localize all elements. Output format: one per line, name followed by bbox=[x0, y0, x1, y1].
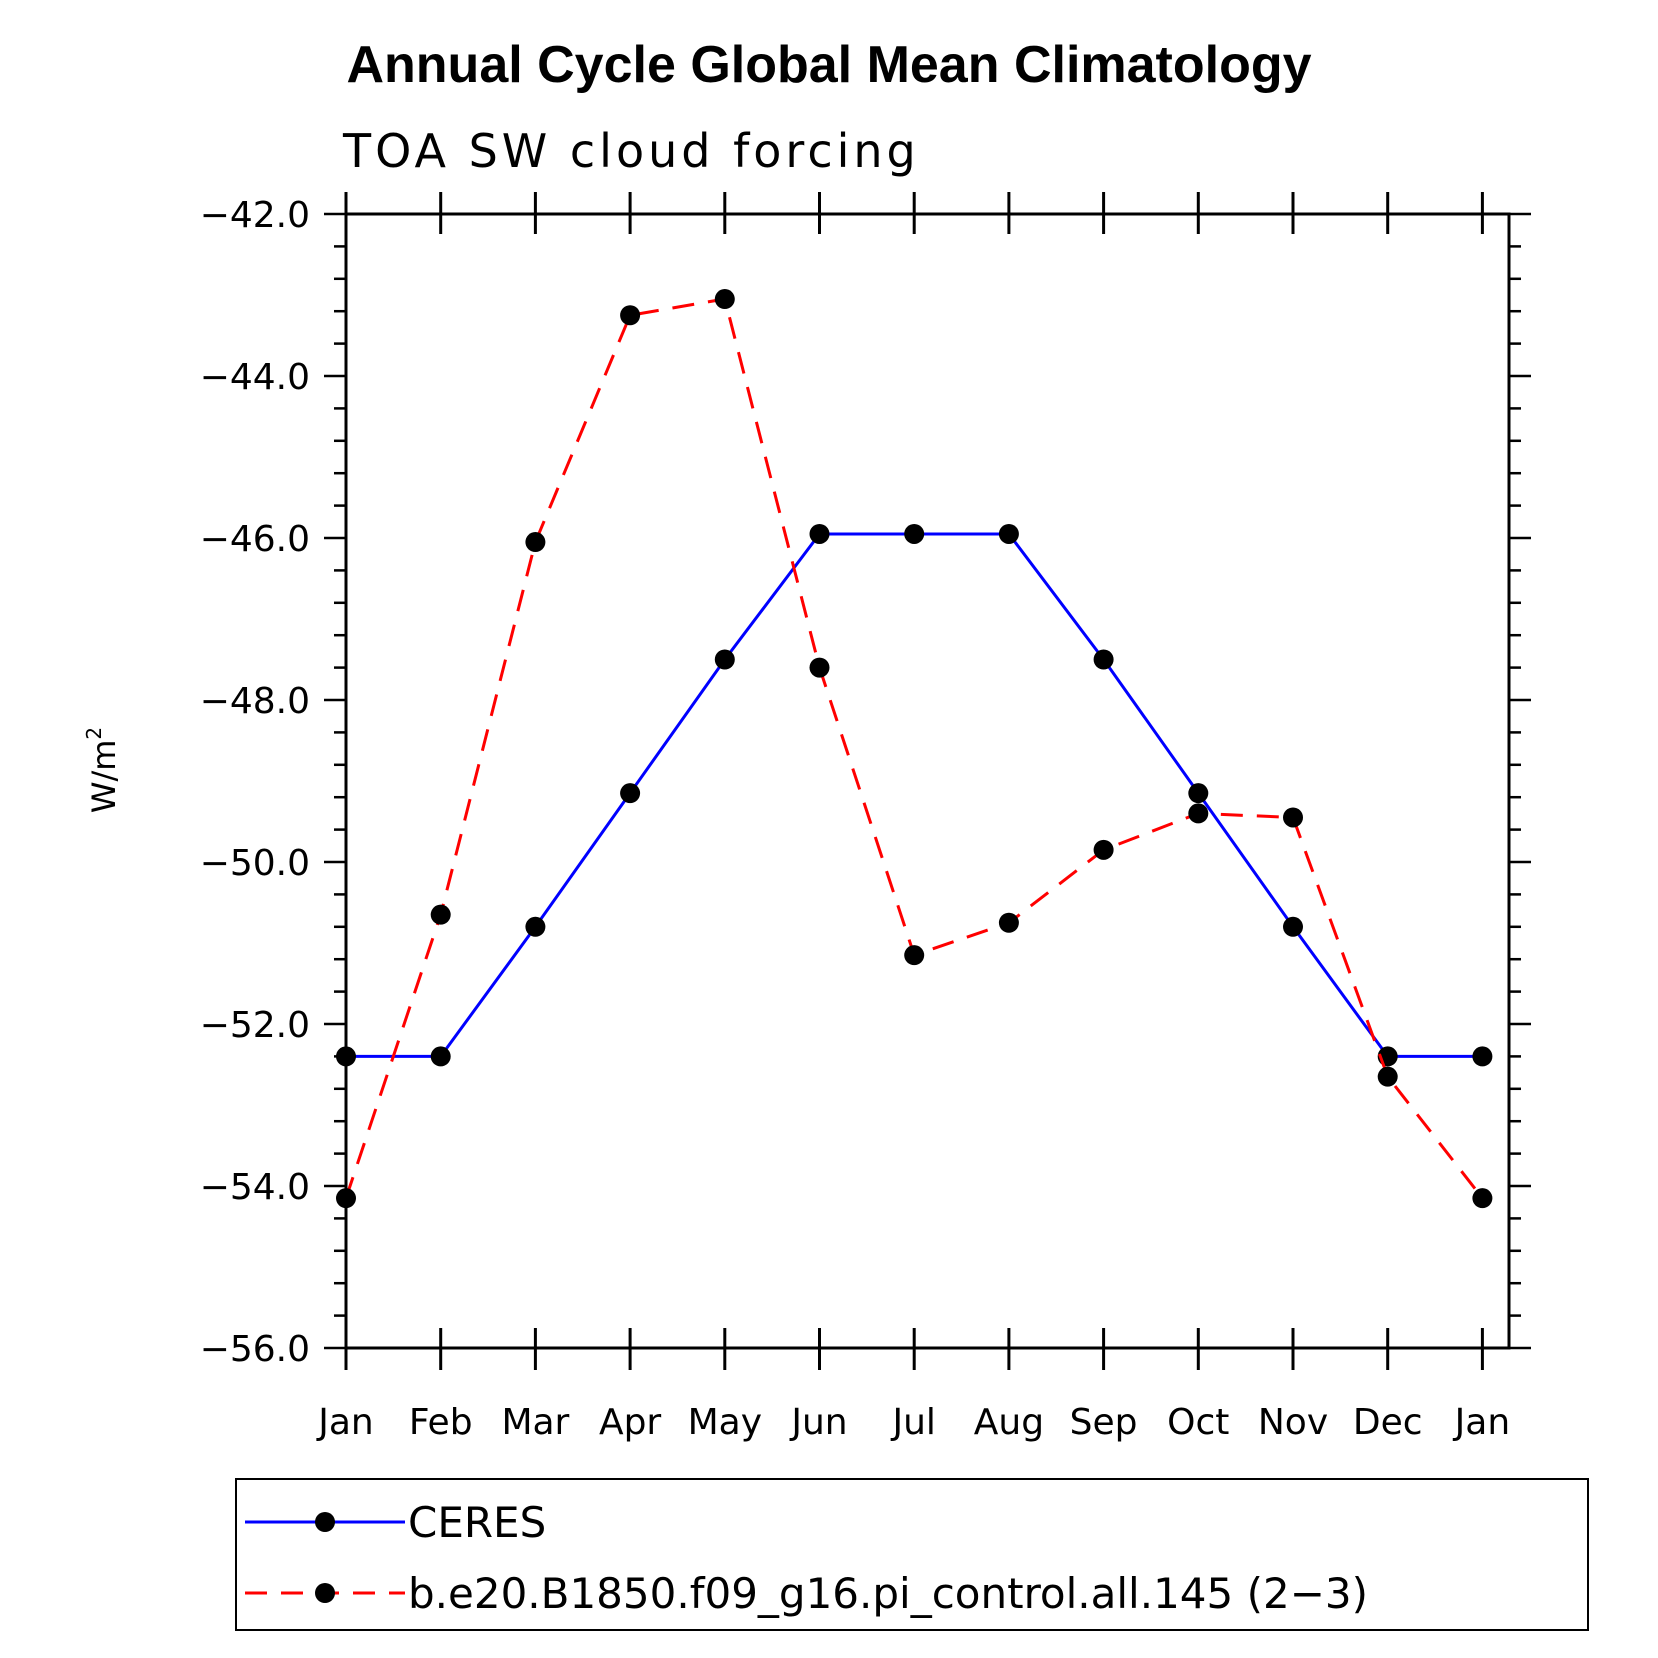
series-0-point bbox=[809, 523, 830, 544]
y-axis-label: W/m2 bbox=[82, 727, 123, 813]
series-layer bbox=[336, 289, 1493, 1209]
x-tick-label: Jan bbox=[316, 1402, 374, 1443]
series-0-point bbox=[1283, 916, 1303, 937]
series-line-0 bbox=[346, 532, 1483, 1058]
y-tick-label: −44.0 bbox=[200, 357, 310, 398]
series-0-point bbox=[998, 523, 1019, 544]
x-tick-label: Mar bbox=[501, 1402, 569, 1443]
series-1-point bbox=[904, 945, 925, 966]
series-1-point bbox=[1472, 1188, 1493, 1209]
x-tick-label: May bbox=[688, 1402, 762, 1443]
series-0-point bbox=[620, 783, 641, 804]
x-tick-label: Nov bbox=[1258, 1402, 1328, 1443]
series-1-point bbox=[1377, 1066, 1398, 1087]
series-1-point bbox=[714, 289, 735, 310]
x-tick-label: Apr bbox=[599, 1402, 661, 1443]
series-0-point bbox=[904, 523, 925, 544]
chart-title: Annual Cycle Global Mean Climatology bbox=[346, 36, 1311, 94]
x-tick-label: Sep bbox=[1070, 1402, 1138, 1443]
x-tick-label: Feb bbox=[409, 1402, 473, 1443]
series-1-point bbox=[430, 904, 451, 925]
x-tick-label: Oct bbox=[1167, 1402, 1229, 1443]
legend-marker-model bbox=[315, 1583, 335, 1603]
series-line-1 bbox=[344, 297, 1484, 1200]
legend-marker-ceres bbox=[315, 1512, 335, 1532]
legend-label-model: b.e20.B1850.f09_g16.pi_control.all.145 (… bbox=[408, 1569, 1368, 1618]
y-tick-label: −50.0 bbox=[200, 843, 310, 884]
x-tick-label: Jan bbox=[1453, 1402, 1511, 1443]
series-1-point bbox=[1093, 839, 1114, 860]
x-tick-label: Jul bbox=[890, 1402, 935, 1443]
x-tick-label: Jun bbox=[789, 1402, 847, 1443]
ticks-layer: Jan Feb Mar Apr May Jun Jul Aug Sep Oct Nov Dec Jan−… bbox=[200, 192, 1531, 1443]
y-axis-label-base: W/m bbox=[85, 740, 123, 814]
y-axis-label-superscript: 2 bbox=[82, 727, 106, 740]
series-0-point bbox=[336, 1046, 356, 1067]
y-tick-label: −52.0 bbox=[200, 1005, 310, 1046]
x-tick-label: Aug bbox=[974, 1402, 1044, 1443]
series-1-point bbox=[1283, 807, 1303, 828]
series-0-point bbox=[430, 1046, 451, 1067]
y-tick-label: −48.0 bbox=[200, 681, 310, 722]
plot-frame bbox=[344, 212, 1511, 1350]
y-tick-label: −46.0 bbox=[200, 519, 310, 560]
svg-text:W/m2: W/m2 bbox=[82, 727, 123, 813]
y-tick-label: −54.0 bbox=[200, 1167, 310, 1208]
series-0-point bbox=[1093, 649, 1114, 670]
series-0-point bbox=[525, 916, 546, 937]
series-1-point bbox=[998, 912, 1019, 933]
legend-label-ceres: CERES bbox=[408, 1498, 546, 1547]
series-0-point bbox=[1472, 1046, 1493, 1067]
legend-box bbox=[235, 1478, 1589, 1631]
y-tick-label: −42.0 bbox=[200, 195, 310, 236]
x-tick-label: Dec bbox=[1353, 1402, 1423, 1443]
legend: CERES b.e20.B1850.f09_g16.pi_control.all… bbox=[235, 1478, 1589, 1631]
y-tick-label: −56.0 bbox=[200, 1329, 310, 1370]
series-1-point bbox=[809, 657, 830, 678]
series-1-point bbox=[336, 1188, 356, 1209]
series-0-point bbox=[1188, 783, 1209, 804]
series-0-point bbox=[714, 649, 735, 670]
chart-subtitle: TOA SW cloud forcing bbox=[342, 124, 920, 178]
series-1-point bbox=[620, 305, 641, 326]
series-1-point bbox=[1188, 803, 1209, 824]
series-1-point bbox=[525, 532, 546, 553]
